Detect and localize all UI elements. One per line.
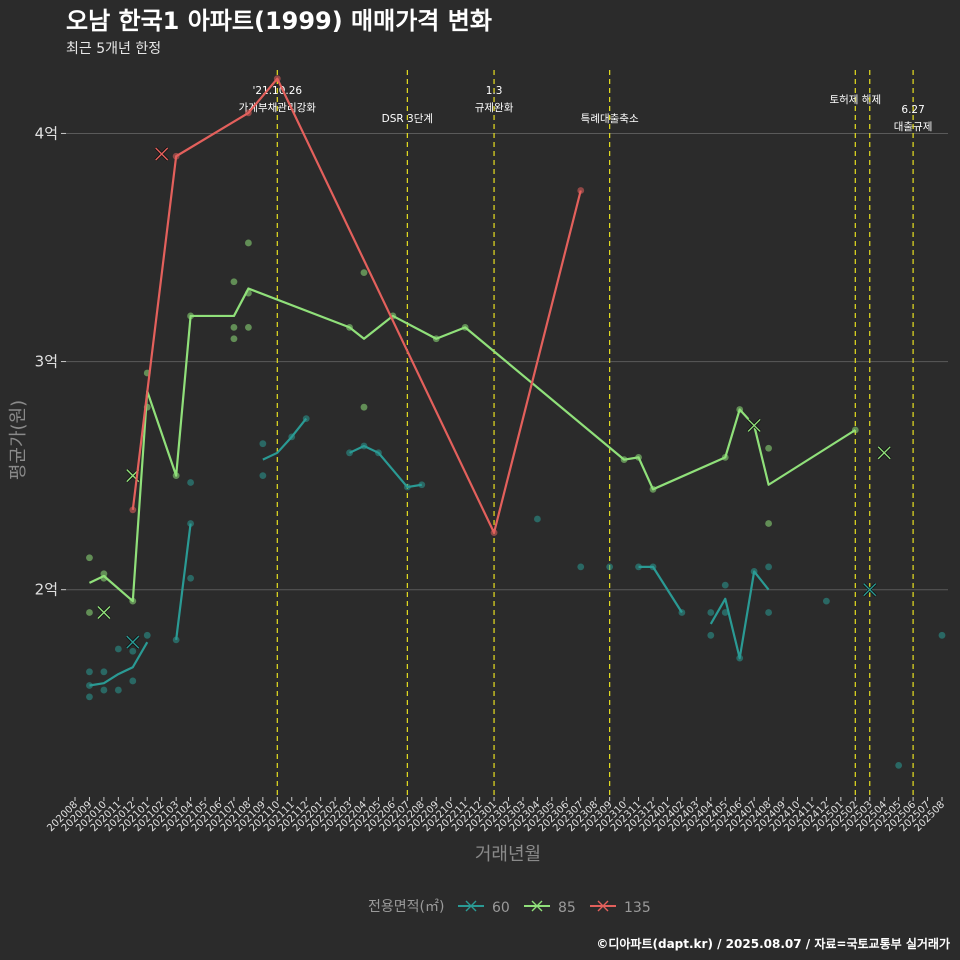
data-point xyxy=(114,686,122,694)
data-point xyxy=(245,323,252,331)
series-layer xyxy=(86,75,946,769)
y-tick-label: 2억 xyxy=(35,581,58,599)
series-line xyxy=(349,444,422,489)
legend-label: 60 xyxy=(492,900,510,916)
data-point xyxy=(707,609,715,616)
data-point xyxy=(895,761,903,769)
event-label: 6.27 xyxy=(901,104,924,116)
data-point xyxy=(100,686,108,694)
y-tick-label: 3억 xyxy=(35,353,58,371)
data-point xyxy=(86,609,93,616)
y-axis: 2억 3억 4억 xyxy=(35,124,66,599)
data-point xyxy=(230,323,238,331)
cross-marker xyxy=(747,418,761,432)
data-point xyxy=(187,574,195,582)
data-point xyxy=(86,693,93,701)
data-point xyxy=(765,444,772,452)
data-point xyxy=(635,563,642,571)
event-label: 토허제 해제 xyxy=(829,93,881,106)
cross-marker xyxy=(126,635,140,649)
chart-title: 오남 한국1 아파트(1999) 매매가격 변화 xyxy=(66,7,492,35)
event-label: 가계부채관리강화 xyxy=(239,102,317,114)
series-line xyxy=(175,523,192,641)
legend-swatch-cross xyxy=(531,900,543,912)
legend-label: 85 xyxy=(558,900,576,916)
event-label: 1.3 xyxy=(486,85,503,97)
x-axis-label: 거래년월 xyxy=(475,844,541,865)
data-point xyxy=(259,472,267,480)
data-point xyxy=(230,278,238,286)
data-point xyxy=(823,597,830,605)
legend-title: 전용면적(㎡) xyxy=(368,899,444,915)
cross-marker xyxy=(155,147,169,161)
data-point xyxy=(765,520,772,527)
chart-subtitle: 최근 5개년 한정 xyxy=(66,41,161,57)
data-point xyxy=(721,581,729,589)
data-point xyxy=(129,647,137,655)
data-point xyxy=(230,335,238,343)
cross-marker xyxy=(97,606,111,619)
data-point xyxy=(360,269,368,276)
data-point xyxy=(114,645,122,653)
series-line xyxy=(262,417,308,461)
data-point xyxy=(577,563,585,571)
event-label: 대출규제 xyxy=(894,121,933,133)
legend: 전용면적(㎡) 60 85 135 xyxy=(368,899,651,916)
legend-label: 135 xyxy=(624,900,651,916)
series-85 xyxy=(86,239,892,620)
event-label: 특례대출축소 xyxy=(581,113,639,125)
series-line xyxy=(89,641,149,687)
event-label: 규제완화 xyxy=(475,101,514,114)
data-point xyxy=(606,563,614,571)
data-point xyxy=(534,515,541,523)
data-point xyxy=(86,668,93,676)
series-60 xyxy=(86,415,946,769)
y-tick-label: 4억 xyxy=(35,124,58,142)
data-point xyxy=(143,631,151,639)
data-point xyxy=(765,563,772,571)
legend-swatch-cross xyxy=(597,900,609,912)
series-line xyxy=(638,565,683,614)
data-point xyxy=(938,631,946,639)
series-line xyxy=(131,77,582,534)
series-line xyxy=(88,287,856,603)
chart-caption: ©디아파트(dapt.kr) / 2025.08.07 / 자료=국토교통부 실… xyxy=(596,936,950,951)
series-135 xyxy=(129,75,585,537)
data-point xyxy=(259,440,267,448)
event-label: '21.10.26 xyxy=(252,85,302,97)
data-point xyxy=(721,609,729,616)
series-line xyxy=(709,570,770,660)
data-point xyxy=(765,609,772,616)
event-label: DSR 3단계 xyxy=(382,113,433,125)
y-axis-label: 평균가(원) xyxy=(8,400,29,480)
data-point xyxy=(707,631,715,639)
data-point xyxy=(100,668,108,676)
data-point xyxy=(129,677,137,685)
cross-marker xyxy=(863,583,877,597)
data-point xyxy=(360,403,368,411)
data-point xyxy=(187,479,195,486)
legend-swatch-cross xyxy=(465,900,477,912)
data-point xyxy=(245,239,252,247)
data-point xyxy=(86,554,93,562)
cross-marker xyxy=(877,446,891,460)
